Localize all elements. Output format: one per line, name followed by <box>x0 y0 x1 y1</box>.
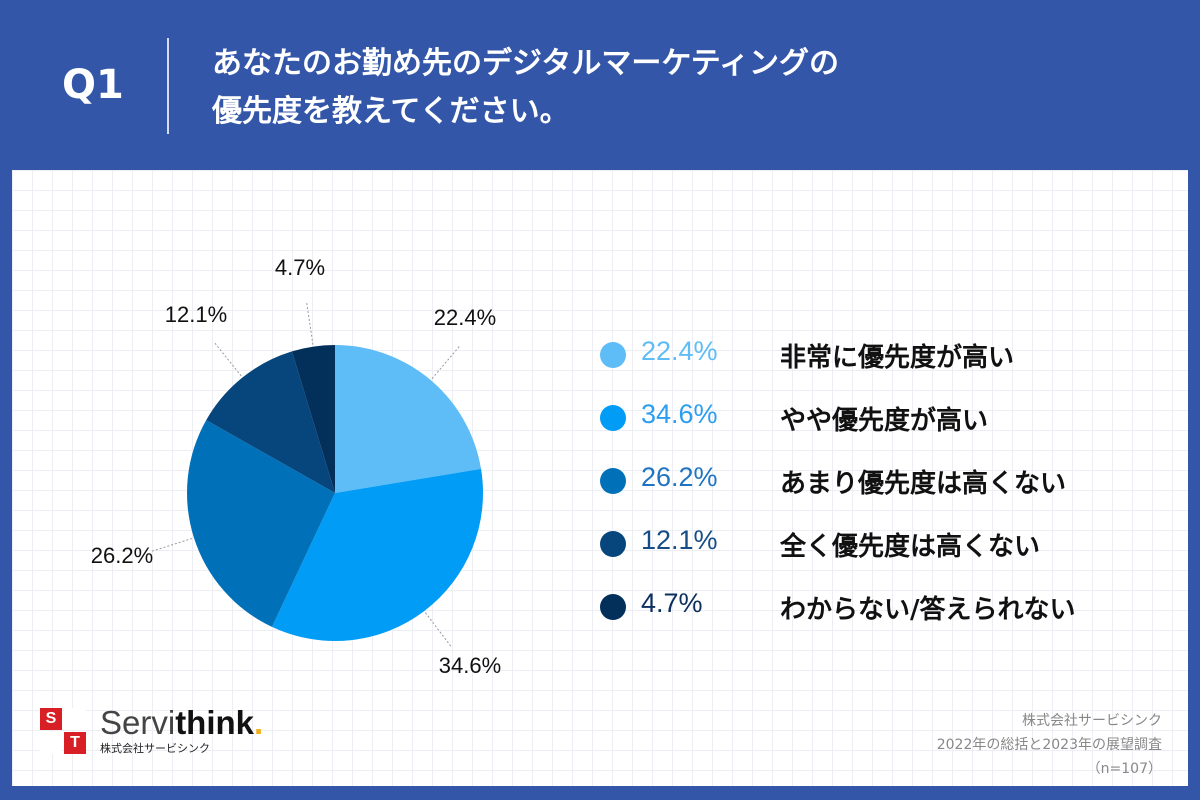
question-line-1: あなたのお勤め先のデジタルマーケティングの <box>212 46 839 81</box>
logo-blank-box-1 <box>64 708 86 730</box>
question-text: あなたのお勤め先のデジタルマーケティングの 優先度を教えてください。 <box>212 40 1132 136</box>
legend-percentage: 22.4% <box>641 336 718 366</box>
leader-line <box>306 302 314 345</box>
pie-slice <box>291 345 335 493</box>
legend-label: 非常に優先度が高い <box>780 343 1015 373</box>
leader-line <box>431 345 461 379</box>
legend-label: 全く優先度は高くない <box>780 532 1041 562</box>
logo-subtitle: 株式会社サービシンク <box>100 742 210 755</box>
logo-name: Servithink. <box>100 704 263 742</box>
logo-name-part2: think <box>175 704 255 741</box>
legend-label: わからない/答えられない <box>780 595 1076 625</box>
pie-slice <box>186 420 335 627</box>
logo-letter-t: T <box>64 732 86 754</box>
leader-line <box>213 342 242 377</box>
header: Q1 あなたのお勤め先のデジタルマーケティングの 優先度を教えてください。 <box>0 0 1200 170</box>
logo-name-dot: . <box>254 704 264 741</box>
source-line-2: 2022年の総括と2023年の展望調査 <box>936 737 1162 753</box>
source-note: 株式会社サービシンク 2022年の総括と2023年の展望調査 （n=107） <box>937 709 1162 781</box>
slice-data-label: 12.1% <box>165 302 227 327</box>
legend-percentage: 34.6% <box>641 399 718 429</box>
question-line-2: 優先度を教えてください。 <box>212 94 570 129</box>
pie-slice <box>206 351 335 493</box>
question-number: Q1 <box>62 62 124 108</box>
legend-label: あまり優先度は高くない <box>780 469 1067 499</box>
legend-marker <box>600 531 626 557</box>
slice-data-label: 34.6% <box>439 653 501 678</box>
slice-data-label: 4.7% <box>275 255 325 280</box>
source-line-1: 株式会社サービシンク <box>1022 713 1162 729</box>
legend-marker <box>600 405 626 431</box>
slice-data-label: 26.2% <box>91 543 153 568</box>
leader-line <box>150 537 193 552</box>
legend-marker <box>600 594 626 620</box>
leader-line <box>425 612 452 648</box>
legend-label: やや優先度が高い <box>780 406 989 436</box>
legend-marker <box>600 342 626 368</box>
legend-percentage: 4.7% <box>641 588 703 618</box>
pie-slice <box>271 468 484 642</box>
pie-slice <box>335 345 482 493</box>
slice-data-label: 22.4% <box>434 305 496 330</box>
legend-percentage: 12.1% <box>641 525 718 555</box>
legend-marker <box>600 468 626 494</box>
header-divider <box>167 38 169 134</box>
source-line-3: （n=107） <box>1086 761 1162 777</box>
logo-name-part1: Servi <box>100 704 176 741</box>
logo-letter-s: S <box>40 708 62 730</box>
logo-blank-box-2 <box>40 732 62 754</box>
legend-percentage: 26.2% <box>641 462 718 492</box>
